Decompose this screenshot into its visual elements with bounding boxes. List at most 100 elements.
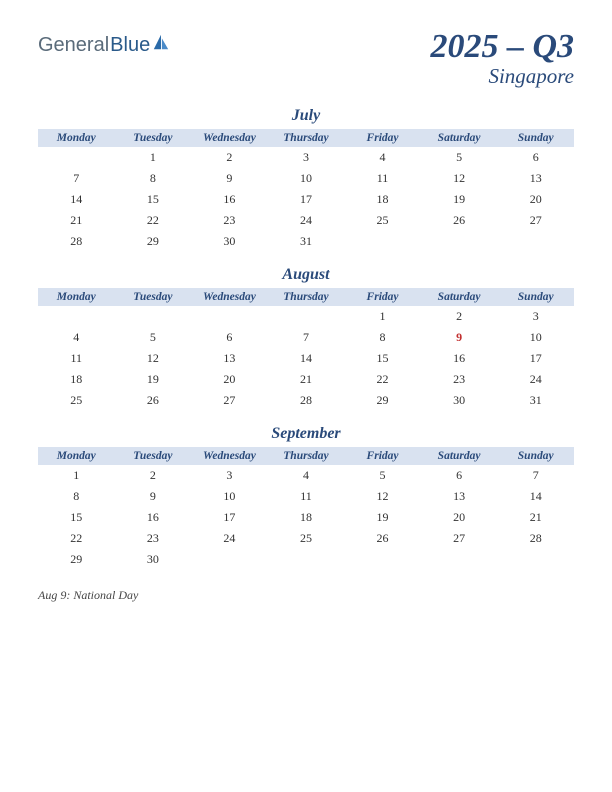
calendar-table: MondayTuesdayWednesdayThursdayFridaySatu… <box>38 288 574 411</box>
calendar-cell: 1 <box>344 306 421 327</box>
month-name: July <box>38 107 574 125</box>
weekday-header: Friday <box>344 288 421 306</box>
calendar-cell: 2 <box>191 147 268 168</box>
calendar-cell: 28 <box>38 231 115 252</box>
calendar-cell: 31 <box>268 231 345 252</box>
calendar-cell-empty <box>344 231 421 252</box>
calendars-container: JulyMondayTuesdayWednesdayThursdayFriday… <box>38 107 574 570</box>
calendar-cell: 27 <box>497 210 574 231</box>
calendar-cell: 2 <box>115 465 192 486</box>
calendar-cell: 1 <box>115 147 192 168</box>
holiday-notes: Aug 9: National Day <box>38 588 574 603</box>
calendar-cell: 27 <box>421 528 498 549</box>
calendar-cell: 13 <box>191 348 268 369</box>
calendar-cell-empty <box>421 549 498 570</box>
weekday-header: Wednesday <box>191 447 268 465</box>
calendar-cell: 14 <box>268 348 345 369</box>
calendar-cell: 26 <box>421 210 498 231</box>
calendar-cell: 18 <box>38 369 115 390</box>
calendar-cell-empty <box>497 549 574 570</box>
calendar-table: MondayTuesdayWednesdayThursdayFridaySatu… <box>38 129 574 252</box>
weekday-header: Saturday <box>421 447 498 465</box>
weekday-header: Friday <box>344 129 421 147</box>
weekday-header: Monday <box>38 288 115 306</box>
calendar-cell: 5 <box>421 147 498 168</box>
weekday-header: Thursday <box>268 288 345 306</box>
quarter-title: 2025 – Q3 <box>430 28 574 66</box>
calendar-cell: 10 <box>497 327 574 348</box>
calendar-cell: 9 <box>115 486 192 507</box>
calendar-cell: 21 <box>38 210 115 231</box>
calendar-cell: 28 <box>268 390 345 411</box>
calendar-cell: 16 <box>421 348 498 369</box>
calendar-cell: 7 <box>38 168 115 189</box>
calendar-cell: 17 <box>191 507 268 528</box>
calendar-cell: 4 <box>38 327 115 348</box>
month-block: August MondayTuesdayWednesdayThursdayFrid… <box>38 266 574 411</box>
calendar-cell: 25 <box>38 390 115 411</box>
calendar-cell: 14 <box>38 189 115 210</box>
calendar-cell: 6 <box>421 465 498 486</box>
calendar-cell: 21 <box>268 369 345 390</box>
calendar-cell: 2 <box>421 306 498 327</box>
calendar-cell: 30 <box>421 390 498 411</box>
weekday-header: Thursday <box>268 129 345 147</box>
calendar-cell: 5 <box>115 327 192 348</box>
calendar-cell: 11 <box>344 168 421 189</box>
month-block: SeptemberMondayTuesdayWednesdayThursdayF… <box>38 425 574 570</box>
calendar-cell: 29 <box>115 231 192 252</box>
calendar-cell: 19 <box>421 189 498 210</box>
calendar-cell: 23 <box>421 369 498 390</box>
weekday-header: Tuesday <box>115 288 192 306</box>
weekday-header: Friday <box>344 447 421 465</box>
title-block: 2025 – Q3 Singapore <box>430 28 574 89</box>
logo-text-general: General <box>38 34 109 57</box>
calendar-cell: 15 <box>38 507 115 528</box>
calendar-cell: 6 <box>497 147 574 168</box>
calendar-cell: 31 <box>497 390 574 411</box>
calendar-cell: 3 <box>497 306 574 327</box>
header: General Blue 2025 – Q3 Singapore <box>38 28 574 89</box>
logo: General Blue <box>38 34 170 57</box>
calendar-cell: 3 <box>191 465 268 486</box>
calendar-cell-empty <box>344 549 421 570</box>
calendar-cell: 7 <box>497 465 574 486</box>
calendar-cell-empty <box>38 147 115 168</box>
calendar-cell: 29 <box>344 390 421 411</box>
month-block: July MondayTuesdayWednesdayThursdayFriday… <box>38 107 574 252</box>
calendar-cell: 15 <box>344 348 421 369</box>
calendar-cell: 4 <box>268 465 345 486</box>
calendar-cell: 11 <box>268 486 345 507</box>
calendar-cell: 12 <box>421 168 498 189</box>
calendar-cell: 22 <box>115 210 192 231</box>
calendar-cell-empty <box>421 231 498 252</box>
calendar-cell: 19 <box>115 369 192 390</box>
calendar-cell: 8 <box>38 486 115 507</box>
weekday-header: Wednesday <box>191 129 268 147</box>
weekday-header: Monday <box>38 447 115 465</box>
calendar-cell-empty <box>268 549 345 570</box>
calendar-cell-empty <box>191 306 268 327</box>
calendar-cell: 6 <box>191 327 268 348</box>
weekday-header: Wednesday <box>191 288 268 306</box>
calendar-cell: 25 <box>344 210 421 231</box>
logo-sail-icon <box>152 33 170 51</box>
weekday-header: Sunday <box>497 447 574 465</box>
calendar-cell-empty <box>268 306 345 327</box>
calendar-cell: 12 <box>115 348 192 369</box>
calendar-cell: 26 <box>115 390 192 411</box>
calendar-cell: 23 <box>191 210 268 231</box>
weekday-header: Sunday <box>497 129 574 147</box>
month-name: September <box>38 425 574 443</box>
calendar-cell: 29 <box>38 549 115 570</box>
calendar-cell: 21 <box>497 507 574 528</box>
calendar-cell: 19 <box>344 507 421 528</box>
calendar-cell: 14 <box>497 486 574 507</box>
calendar-cell: 22 <box>38 528 115 549</box>
calendar-cell: 10 <box>191 486 268 507</box>
weekday-header: Tuesday <box>115 129 192 147</box>
month-name: August <box>38 266 574 284</box>
calendar-cell: 4 <box>344 147 421 168</box>
weekday-header: Sunday <box>497 288 574 306</box>
calendar-cell: 13 <box>421 486 498 507</box>
